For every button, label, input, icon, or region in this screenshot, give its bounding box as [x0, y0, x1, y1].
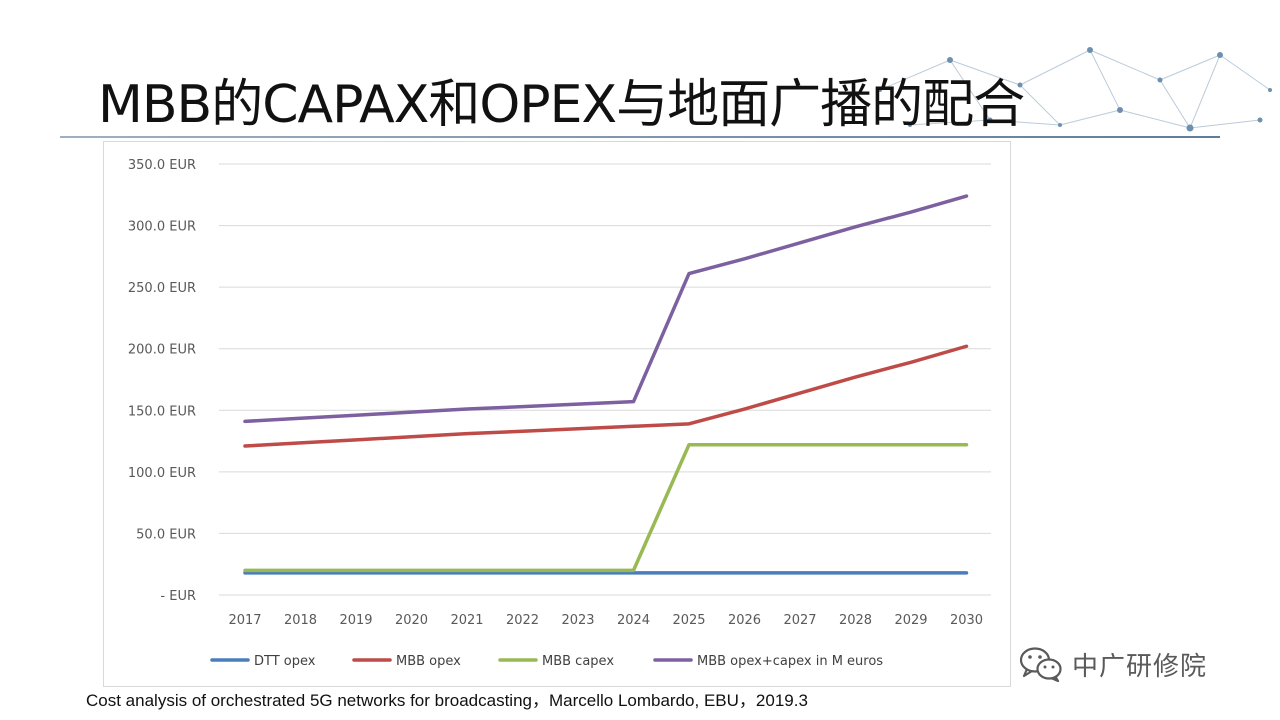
x-tick-label: 2022 [506, 613, 539, 628]
x-tick-label: 2018 [284, 613, 317, 628]
title-underline [60, 136, 1220, 138]
y-tick-label: 300.0 EUR [128, 220, 196, 235]
x-tick-label: 2029 [894, 613, 927, 628]
x-axis-ticks: 2017 2018 2019 2020 2021 2022 2023 2024 2025 2026… [228, 613, 983, 628]
x-tick-label: 2024 [617, 613, 650, 628]
y-tick-label: 50.0 EUR [136, 527, 196, 542]
network-decoration [878, 47, 1272, 132]
legend: DTT opex MBB opex MBB capex MBB opex+capex … [210, 654, 883, 669]
y-axis-ticks: - EUR 50.0 EUR 100.0 EUR 150.0 EUR 200.0 EUR… [128, 158, 196, 604]
line-chart: - EUR 50.0 EUR 100.0 EUR 150.0 EUR 200.0 EUR… [128, 158, 991, 669]
x-tick-label: 2017 [228, 613, 261, 628]
series-line-1 [243, 344, 969, 448]
y-tick-label: 150.0 EUR [128, 404, 196, 419]
legend-label: MBB opex+capex in M euros [697, 654, 883, 669]
watermark: 中广研修院 [1018, 644, 1207, 684]
legend-label: DTT opex [254, 654, 316, 669]
y-tick-label: 100.0 EUR [128, 466, 196, 481]
grid-lines [219, 163, 991, 596]
watermark-text: 中广研修院 [1072, 651, 1208, 682]
series-lines [243, 194, 969, 575]
x-tick-label: 2021 [450, 613, 483, 628]
y-tick-label: 200.0 EUR [128, 343, 196, 358]
x-tick-label: 2019 [339, 613, 372, 628]
x-tick-label: 2028 [839, 613, 872, 628]
x-tick-label: 2025 [672, 613, 705, 628]
x-tick-label: 2026 [728, 613, 761, 628]
x-tick-label: 2030 [950, 613, 983, 628]
slide-title: MBB的CAPAX和OPEX与地面广播的配合 [98, 75, 1025, 135]
chart-frame: - EUR 50.0 EUR 100.0 EUR 150.0 EUR 200.0 EUR… [103, 141, 1011, 687]
x-tick-label: 2023 [561, 613, 594, 628]
legend-label: MBB capex [542, 654, 614, 669]
series-line-3 [243, 194, 969, 424]
y-tick-label: 350.0 EUR [128, 158, 196, 173]
x-tick-label: 2020 [395, 613, 428, 628]
series-line-2 [243, 443, 969, 573]
wechat-icon [1019, 647, 1062, 683]
citation-text: Cost analysis of orchestrated 5G network… [86, 691, 808, 710]
y-tick-label: - EUR [160, 589, 196, 604]
x-tick-label: 2027 [783, 613, 816, 628]
y-tick-label: 250.0 EUR [128, 281, 196, 296]
legend-label: MBB opex [396, 654, 461, 669]
